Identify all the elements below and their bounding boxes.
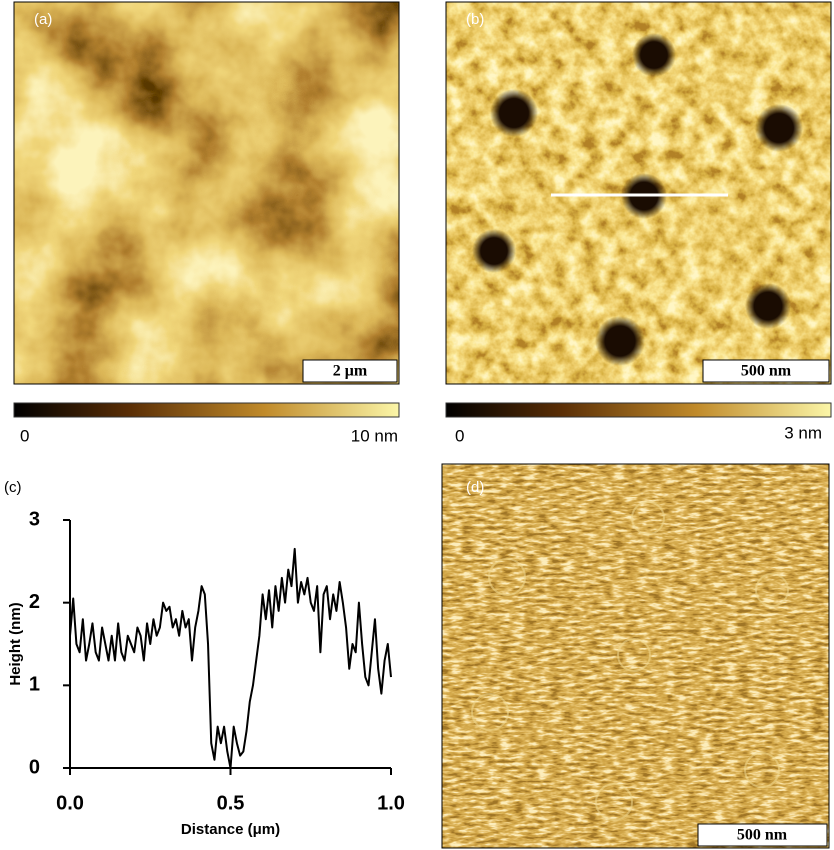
- x-axis-label: Distance (μm): [181, 821, 280, 838]
- scale-bar-label: 500 nm: [737, 827, 788, 844]
- scale-bar-label: 500 nm: [741, 363, 792, 380]
- afm-image: [14, 2, 399, 384]
- x-tick-label: 0.5: [217, 792, 245, 814]
- x-tick-label: 0.0: [56, 792, 84, 814]
- afm-image: [442, 464, 829, 848]
- colorbar-min: 0: [20, 426, 29, 445]
- y-axis-label: Height (nm): [7, 602, 24, 685]
- x-tick-label: 1.0: [377, 792, 405, 814]
- y-tick-label: 2: [29, 591, 40, 613]
- y-tick-label: 1: [29, 674, 40, 696]
- scale-bar-label: 2 μm: [333, 363, 368, 380]
- pit-rings: [471, 501, 789, 821]
- y-tick-label: 3: [29, 508, 40, 530]
- colorbar: [13, 402, 400, 418]
- colorbar-max: 10 nm: [351, 426, 398, 445]
- image-frame: [445, 1, 832, 385]
- profile-line: [69, 547, 392, 769]
- image-frame: [441, 463, 830, 849]
- panel-label: (d): [466, 479, 484, 496]
- panel-label: (c): [4, 479, 22, 496]
- image-frame: [13, 1, 400, 385]
- scale-bar-box: [697, 823, 828, 847]
- panel-label: (a): [34, 11, 52, 28]
- colorbar-max: 3 nm: [784, 423, 822, 442]
- scale-bar-box: [302, 359, 398, 383]
- colorbar: [445, 402, 832, 418]
- colorbar-min: 0: [455, 426, 464, 445]
- scale-bar-box: [702, 359, 830, 383]
- panel-label: (b): [466, 11, 484, 28]
- y-tick-label: 0: [29, 756, 40, 778]
